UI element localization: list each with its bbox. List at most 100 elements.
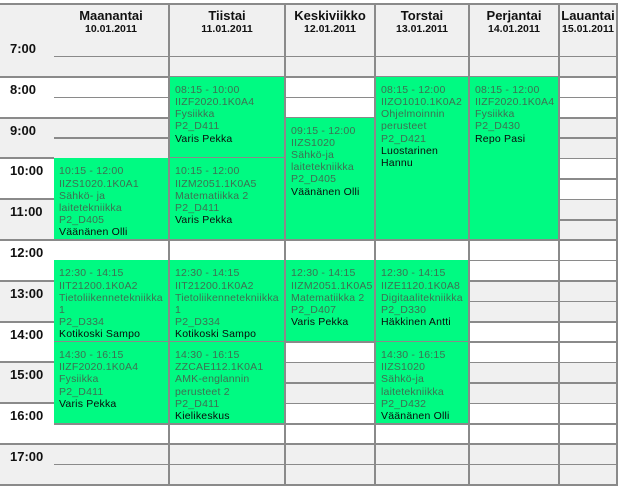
time-slot[interactable] <box>54 445 170 466</box>
time-slot[interactable] <box>560 281 618 303</box>
time-slot[interactable] <box>376 424 470 446</box>
time-slot[interactable] <box>376 37 470 58</box>
time-slot[interactable] <box>170 241 286 262</box>
time-slot[interactable] <box>54 139 170 160</box>
time-slot[interactable] <box>286 404 376 426</box>
schedule-event[interactable]: 10:15 - 12:00 IIZM2051.1K0A5 Matematiikka … <box>170 158 286 241</box>
time-slot[interactable] <box>560 404 618 426</box>
time-label: 11:00 <box>0 200 56 241</box>
time-slot[interactable] <box>560 465 618 486</box>
time-slot[interactable] <box>470 383 560 405</box>
time-slot[interactable] <box>470 363 560 385</box>
time-slot[interactable] <box>54 57 170 79</box>
time-slot[interactable] <box>54 37 170 58</box>
time-slot[interactable] <box>170 465 286 486</box>
schedule-event[interactable]: 14:30 - 16:15 IIZS1020 Sähkö-ja laitetekni… <box>376 342 470 425</box>
time-slot[interactable] <box>470 281 560 303</box>
time-slot[interactable] <box>170 37 286 58</box>
time-slot[interactable] <box>560 77 618 99</box>
time-slot[interactable] <box>376 241 470 262</box>
time-slot[interactable] <box>286 465 376 486</box>
schedule-event[interactable]: 12:30 - 14:15 IIZM2051.1K0A5 Matematiikka … <box>286 260 376 343</box>
schedule-event[interactable]: 12:30 - 14:15 IIZE1120.1K0A8 Digitaalitekn… <box>376 260 470 343</box>
time-slot[interactable] <box>560 139 618 160</box>
event-teacher: Kotikoski Sampo <box>59 328 141 341</box>
time-slot[interactable] <box>560 445 618 466</box>
time-slot[interactable] <box>286 241 376 262</box>
time-label: 10:00 <box>0 159 56 201</box>
day-name: Keskiviikko <box>294 8 366 23</box>
time-slot[interactable] <box>286 343 376 364</box>
day-name: Maanantai <box>79 8 143 23</box>
time-slot[interactable] <box>286 37 376 58</box>
time-slot[interactable] <box>560 200 618 222</box>
time-slot[interactable] <box>560 179 618 201</box>
time-slot[interactable] <box>376 57 470 79</box>
time-slot[interactable] <box>560 159 618 181</box>
time-slot[interactable] <box>376 445 470 466</box>
time-slot[interactable] <box>470 404 560 426</box>
schedule-event[interactable]: 09:15 - 12:00 IIZS1020 Sähkö-ja laitetekni… <box>286 117 376 241</box>
time-slot[interactable] <box>470 241 560 262</box>
day-date: 10.01.2011 <box>85 23 137 35</box>
time-label: 13:00 <box>0 281 56 323</box>
time-slot[interactable] <box>560 37 618 58</box>
time-slot[interactable] <box>170 57 286 79</box>
time-slot[interactable] <box>376 465 470 486</box>
time-slot[interactable] <box>470 302 560 324</box>
schedule-event[interactable]: 12:30 - 14:15 IIT21200.1K0A2 Tietoliikenne… <box>170 260 286 343</box>
time-slot[interactable] <box>560 363 618 385</box>
time-slot[interactable] <box>560 98 618 120</box>
schedule-event[interactable]: 08:15 - 12:00 IIZO1010.1K0A2 Ohjelmoinnin … <box>376 76 470 241</box>
schedule-event[interactable]: 08:15 - 10:00 IIZF2020.1K0A4 Fysiikka P2_D4… <box>170 76 286 160</box>
event-course-code: ZZCAE112.1K0A1 <box>175 361 264 374</box>
time-slot[interactable] <box>470 445 560 466</box>
schedule-event[interactable]: 12:30 - 14:15 IIT21200.1K0A2 Tietoliikenne… <box>54 260 170 343</box>
event-room: P2_D421 <box>381 132 427 145</box>
time-slot[interactable] <box>286 363 376 385</box>
time-slot[interactable] <box>54 77 170 99</box>
schedule-event[interactable]: 14:30 - 16:15 IIZF2020.1K0A4 Fysiikka P2_D4… <box>54 342 170 425</box>
time-slot[interactable] <box>286 57 376 79</box>
event-room: P2_D405 <box>59 214 105 227</box>
time-slot[interactable] <box>560 220 618 242</box>
time-slot[interactable] <box>286 77 376 99</box>
time-slot[interactable] <box>560 118 618 140</box>
time-label: 16:00 <box>0 404 56 445</box>
time-slot[interactable] <box>560 424 618 446</box>
time-slot[interactable] <box>470 424 560 446</box>
event-course-code: IIZF2020.1K0A4 <box>175 96 255 108</box>
time-slot[interactable] <box>470 465 560 486</box>
time-slot[interactable] <box>286 383 376 405</box>
time-slot[interactable] <box>54 465 170 486</box>
time-slot[interactable] <box>170 424 286 446</box>
time-slot[interactable] <box>470 37 560 58</box>
time-slot[interactable] <box>470 343 560 364</box>
day-header-maanantai: Maanantai 10.01.2011 <box>54 3 170 39</box>
schedule-event[interactable]: 08:15 - 12:00 IIZF2020.1K0A4 Fysiikka P2_D4… <box>470 76 560 241</box>
time-slot[interactable] <box>54 118 170 140</box>
time-slot[interactable] <box>560 383 618 405</box>
time-slot[interactable] <box>560 241 618 262</box>
time-slot[interactable] <box>286 445 376 466</box>
time-slot[interactable] <box>560 261 618 283</box>
time-slot[interactable] <box>470 261 560 283</box>
time-slot[interactable] <box>560 302 618 324</box>
time-slot[interactable] <box>54 424 170 446</box>
time-slot[interactable] <box>286 424 376 446</box>
schedule-event[interactable]: 14:30 - 16:15 ZZCAE112.1K0A1 AMK-englannin… <box>170 342 286 425</box>
time-slot[interactable] <box>470 322 560 344</box>
time-slot[interactable] <box>286 98 376 120</box>
time-slot[interactable] <box>54 98 170 120</box>
time-slot[interactable] <box>470 57 560 79</box>
event-teacher: Häkkinen Antti <box>381 316 451 329</box>
time-slot[interactable] <box>54 241 170 262</box>
time-slot[interactable] <box>560 343 618 364</box>
time-slot[interactable] <box>560 322 618 344</box>
time-slot[interactable] <box>170 445 286 466</box>
event-course-code: IIZF2020.1K0A4 <box>475 96 555 108</box>
event-course-name: Ohjelmoinnin perusteet <box>381 108 445 133</box>
event-time: 12:30 - 14:15 <box>175 267 240 280</box>
time-slot[interactable] <box>560 57 618 79</box>
schedule-event[interactable]: 10:15 - 12:00 IIZS1020.1K0A1 Sähkö- ja lai… <box>54 158 170 241</box>
